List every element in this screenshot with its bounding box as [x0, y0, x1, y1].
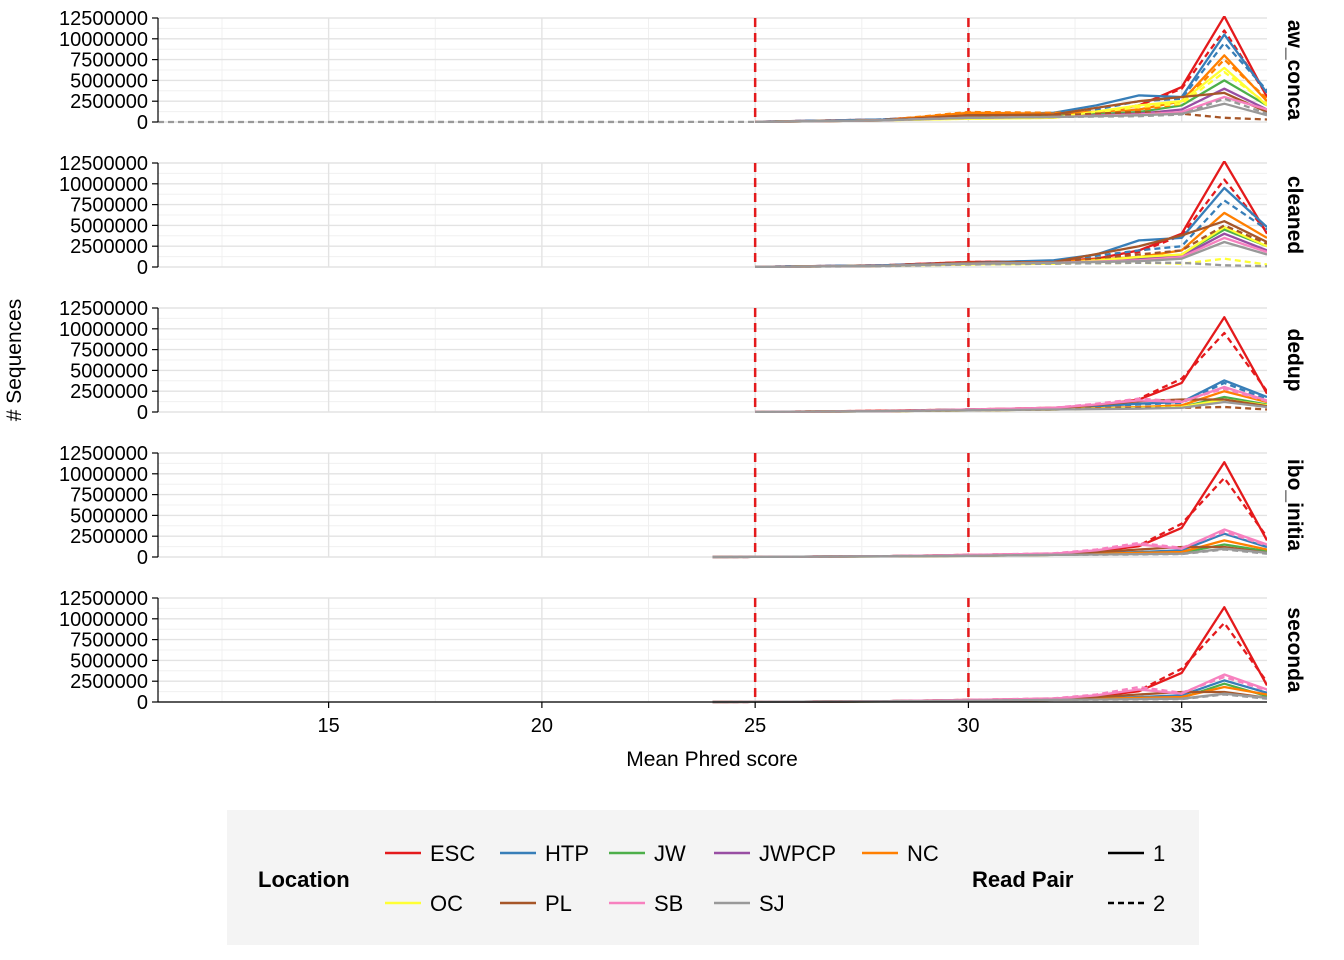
series-line-sj-pair-2: [158, 97, 1267, 124]
legend-label: JW: [654, 841, 686, 866]
x-tick-label: 30: [957, 715, 979, 737]
y-tick-label: 0: [137, 112, 148, 134]
y-tick-label: 0: [137, 402, 148, 424]
y-tick-label: 12500000: [59, 153, 148, 175]
y-tick-label: 5000000: [70, 70, 148, 92]
legend-item-pl: PL: [500, 891, 572, 916]
y-tick-label: 2500000: [70, 671, 148, 693]
series-line-sj-pair-1: [755, 102, 1267, 124]
y-tick-label: 10000000: [59, 174, 148, 196]
gridlines: [158, 307, 1267, 413]
series-group: [755, 161, 1267, 269]
y-tick-label: 5000000: [70, 650, 148, 672]
y-tick-label: 5000000: [70, 505, 148, 527]
legend-label: NC: [907, 841, 939, 866]
legend-item-sb: SB: [609, 891, 683, 916]
y-tick-label: 10000000: [59, 29, 148, 51]
legend-item-esc: ESC: [385, 841, 475, 866]
y-tick-label: 7500000: [70, 50, 148, 72]
y-tick-label: 10000000: [59, 609, 148, 631]
y-tick-label: 2500000: [70, 236, 148, 258]
strip-label-ribo_secondary: secondа: [1283, 607, 1306, 693]
x-axis: 15 20 25 30 35: [158, 701, 1267, 737]
y-tick-label: 0: [137, 547, 148, 569]
series-line-sj-pair-2: [712, 548, 1267, 559]
strip-label-cleaned: cleaned: [1283, 176, 1306, 254]
series-line-esc-pair-2: [712, 621, 1267, 704]
y-tick-label: 12500000: [59, 588, 148, 610]
y-tick-label: 12500000: [59, 443, 148, 465]
gridlines: [158, 162, 1267, 268]
legend-label: SB: [654, 891, 683, 916]
legend-background: [227, 810, 1199, 945]
legend-title-location: Location: [258, 867, 350, 892]
y-axis-title: # Sequences: [3, 299, 26, 422]
panels: 02500000500000075000001000000012500000aw…: [59, 8, 1306, 714]
y-tick-label: 0: [137, 692, 148, 714]
legend-label: HTP: [545, 841, 589, 866]
y-tick-label: 2500000: [70, 526, 148, 548]
legend-item-nc: NC: [862, 841, 939, 866]
legend-item-htp: HTP: [500, 841, 589, 866]
series-line-sb-pair-2: [712, 675, 1267, 704]
y-tick-label: 0: [137, 257, 148, 279]
y-tick-label: 5000000: [70, 360, 148, 382]
y-tick-label: 7500000: [70, 630, 148, 652]
x-tick-label: 35: [1171, 715, 1193, 737]
y-tick-label: 12500000: [59, 8, 148, 30]
strip-label-raw_concat: aw_conca: [1283, 20, 1306, 121]
legend-label: OC: [430, 891, 463, 916]
series-group: [712, 461, 1267, 559]
legend-item-jw: JW: [609, 841, 686, 866]
y-tick-label: 7500000: [70, 485, 148, 507]
y-tick-label: 7500000: [70, 195, 148, 217]
gridlines: [158, 452, 1267, 558]
series-line-sj-pair-1: [755, 400, 1267, 414]
legend-title-read-pair: Read Pair: [972, 867, 1074, 892]
legend-label: PL: [545, 891, 572, 916]
x-axis-title: Mean Phred score: [626, 748, 798, 771]
y-tick-label: 10000000: [59, 464, 148, 486]
legend-label: 1: [1153, 841, 1165, 866]
y-tick-label: 7500000: [70, 340, 148, 362]
legend-label: 2: [1153, 891, 1165, 916]
y-tick-label: 10000000: [59, 319, 148, 341]
series-line-sj-pair-2: [755, 261, 1267, 269]
legend-item-read-pair-2: 2: [1108, 891, 1165, 916]
legend-item-jwpcp: JWPCP: [714, 841, 836, 866]
legend-label: SJ: [759, 891, 785, 916]
y-tick-label: 2500000: [70, 91, 148, 113]
y-tick-label: 5000000: [70, 215, 148, 237]
series-group: [712, 606, 1267, 704]
series-line-esc-pair-2: [712, 476, 1267, 559]
legend-item-read-pair-1: 1: [1108, 841, 1165, 866]
legend-label: JWPCP: [759, 841, 836, 866]
strip-label-dedup: dedup: [1283, 329, 1306, 392]
y-tick-label: 12500000: [59, 298, 148, 320]
series-line-esc-pair-1: [712, 461, 1267, 559]
legend-item-oc: OC: [385, 891, 463, 916]
y-tick-label: 2500000: [70, 381, 148, 403]
x-tick-label: 20: [531, 715, 553, 737]
legend-label: ESC: [430, 841, 475, 866]
series-line-esc-pair-1: [712, 606, 1267, 704]
series-line-sb-pair-2: [712, 530, 1267, 559]
gridlines: [158, 597, 1267, 703]
strip-label-ribo_initial: ibo_initia: [1283, 459, 1306, 551]
legend-item-sj: SJ: [714, 891, 785, 916]
x-tick-label: 25: [744, 715, 766, 737]
series-line-sb-pair-2: [755, 387, 1267, 414]
series-group: [158, 16, 1267, 124]
x-tick-label: 15: [317, 715, 339, 737]
series-group: [755, 316, 1267, 414]
series-line-htp-pair-2: [755, 41, 1267, 123]
legend: Location Read Pair ESC HTP JW JWPCP NC OC PL SB…: [227, 810, 1199, 945]
